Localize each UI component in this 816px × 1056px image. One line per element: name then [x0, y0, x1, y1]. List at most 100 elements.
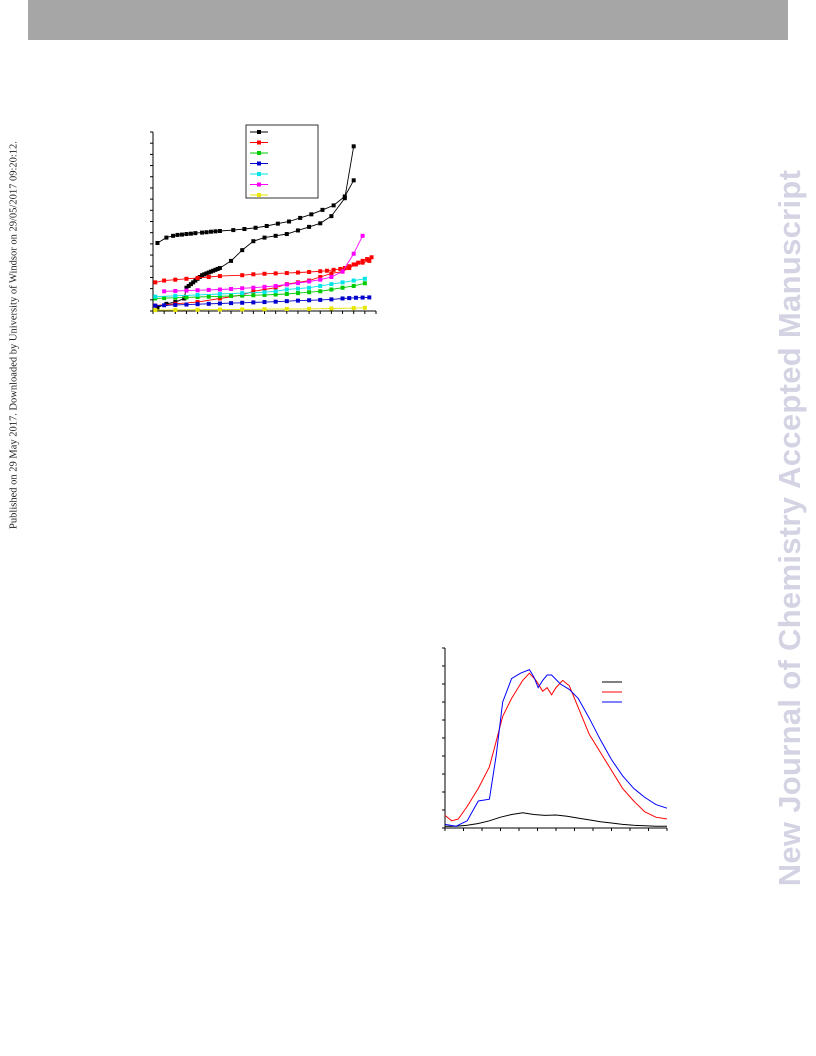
data-point [195, 300, 200, 305]
data-point [217, 287, 222, 292]
data-point [173, 288, 178, 293]
data-point [351, 178, 356, 183]
data-point [162, 289, 167, 294]
data-point [365, 257, 370, 262]
data-point [217, 294, 222, 299]
data-point [231, 228, 236, 233]
data-point [240, 300, 245, 305]
data-point [360, 260, 365, 265]
data-point [318, 289, 323, 294]
data-point [329, 271, 334, 276]
series-line-3 [444, 668, 668, 827]
data-point [307, 298, 312, 303]
data-point [240, 291, 245, 296]
data-point [329, 297, 334, 302]
data-point [164, 301, 169, 306]
data-point [251, 293, 256, 298]
data-point [184, 288, 189, 293]
data-point [240, 286, 245, 291]
data-point [351, 251, 356, 256]
data-point [324, 268, 329, 273]
data-point [329, 287, 334, 292]
data-point [184, 285, 189, 290]
data-point [240, 293, 245, 298]
data-point [307, 290, 312, 295]
data-point [193, 231, 198, 236]
data-point [197, 274, 202, 279]
data-point [195, 288, 200, 293]
data-point [340, 296, 345, 301]
data-point [153, 303, 158, 308]
data-point [284, 282, 289, 287]
data-point [295, 298, 300, 303]
data-point [273, 292, 278, 297]
data-point [275, 221, 280, 226]
data-point [179, 232, 184, 237]
data-point [184, 302, 189, 307]
data-point [367, 258, 372, 263]
data-point [195, 302, 200, 307]
data-point [162, 303, 167, 308]
data-point [369, 255, 374, 260]
data-point [262, 271, 267, 276]
data-point [217, 307, 222, 312]
data-point [229, 301, 234, 306]
data-point [284, 232, 289, 237]
data-point [184, 295, 189, 300]
data-point [173, 277, 178, 282]
data-point [175, 232, 180, 237]
data-point [320, 207, 325, 212]
data-point [195, 295, 200, 300]
data-point [362, 281, 367, 286]
data-point [329, 214, 334, 219]
data-point [217, 296, 222, 301]
data-point [153, 308, 158, 313]
data-point [204, 230, 209, 235]
data-point [353, 262, 358, 267]
legend-marker-5 [257, 172, 261, 176]
data-point [329, 306, 334, 311]
data-point [162, 296, 167, 301]
data-point [360, 295, 365, 300]
data-point [162, 278, 167, 283]
data-point [213, 267, 218, 272]
data-point [251, 289, 256, 294]
data-point [347, 296, 352, 301]
data-point [329, 282, 334, 287]
data-point [262, 307, 267, 312]
legend-marker-7 [257, 193, 261, 197]
data-point [331, 203, 336, 208]
data-point [253, 225, 258, 230]
data-point [251, 285, 256, 290]
data-point [262, 235, 267, 240]
data-point [211, 268, 216, 273]
data-point [240, 248, 245, 253]
data-point [356, 260, 361, 265]
data-point [360, 233, 365, 238]
data-point [153, 280, 158, 285]
data-point [195, 275, 200, 280]
data-point [307, 269, 312, 274]
data-point [351, 262, 356, 267]
data-point [208, 229, 213, 234]
data-point [262, 290, 267, 295]
data-point [351, 306, 356, 311]
data-point [273, 283, 278, 288]
data-point [329, 274, 334, 279]
data-point [173, 307, 178, 312]
data-point [171, 233, 176, 238]
data-point [340, 285, 345, 290]
data-point [264, 223, 269, 228]
data-point [173, 293, 178, 298]
legend-marker-2 [257, 140, 261, 145]
data-point [262, 287, 267, 292]
data-point [153, 294, 158, 299]
legend-marker-4 [257, 161, 261, 166]
data-point [217, 291, 222, 296]
data-point [191, 280, 196, 285]
data-point [367, 295, 372, 300]
data-point [208, 269, 213, 274]
data-point [347, 266, 352, 271]
